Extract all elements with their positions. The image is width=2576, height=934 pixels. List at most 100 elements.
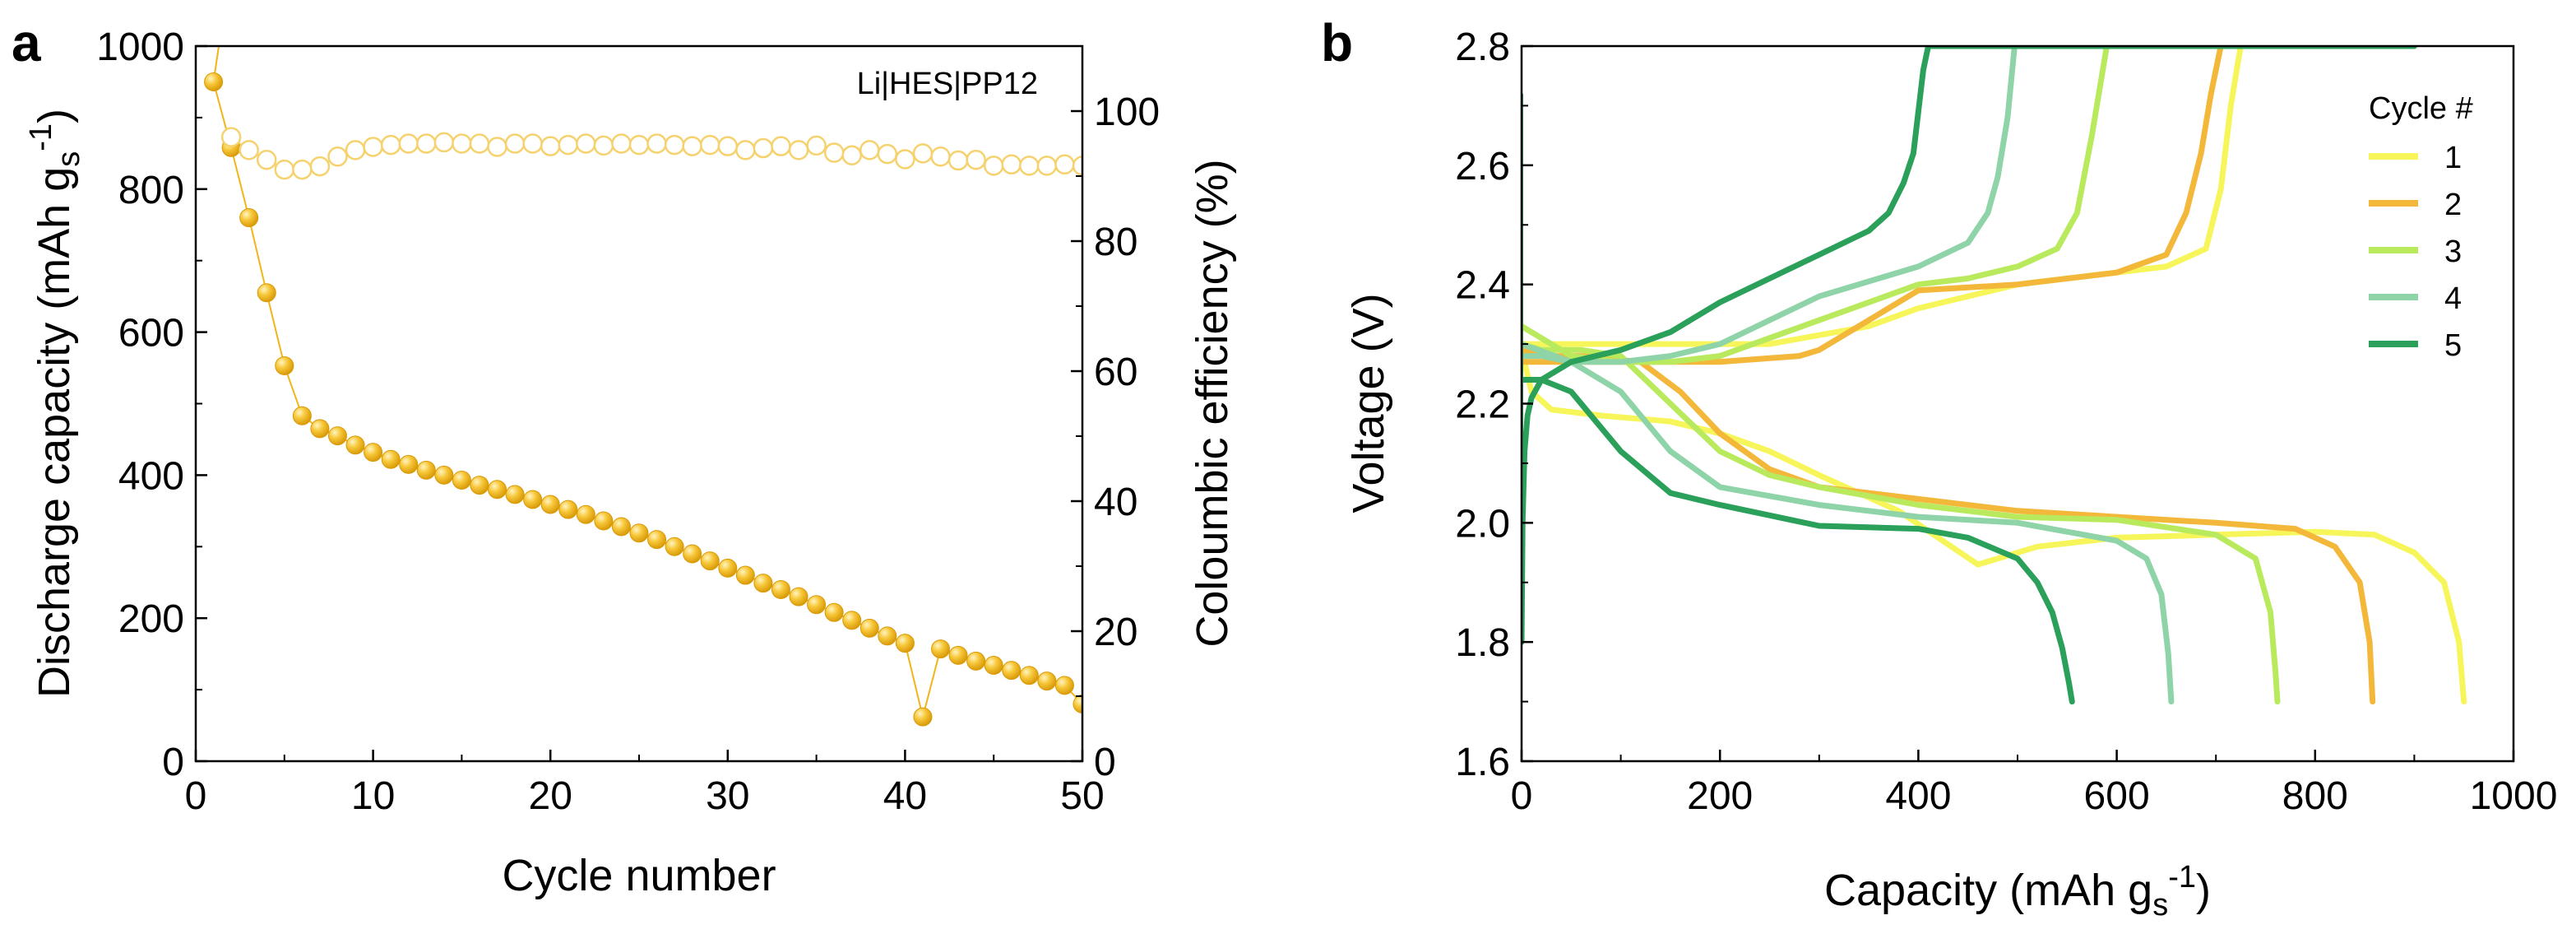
- legend-label-cycle-4: 4: [2444, 281, 2462, 316]
- a-right-tick-label: 40: [1094, 481, 1137, 524]
- efficiency-point: [1019, 156, 1040, 176]
- efficiency-point: [823, 142, 845, 163]
- b-x-tick-label: 200: [1687, 774, 1753, 818]
- efficiency-point: [646, 133, 667, 154]
- a-x-tick-label: 0: [185, 774, 207, 818]
- panel-a-x-axis-label: Cycle number: [502, 851, 776, 900]
- capacity-point: [789, 587, 808, 606]
- panel-b-y-axis-label: Voltage (V): [1344, 293, 1393, 513]
- capacity-point: [718, 558, 738, 578]
- capacity-point: [523, 490, 543, 509]
- efficiency-point: [558, 134, 579, 156]
- a-right-tick-label: 20: [1094, 611, 1137, 654]
- b-x-tick-label: 800: [2282, 774, 2348, 818]
- capacity-point: [399, 454, 419, 474]
- a-x-tick-label: 10: [351, 774, 395, 818]
- efficiency-point: [753, 137, 774, 159]
- panel-a-annotation: Li|HES|PP12: [857, 67, 1038, 101]
- discharge-curve-cycle-5: [1522, 377, 2075, 705]
- a-x-tick-label: 50: [1060, 774, 1104, 818]
- efficiency-point: [220, 127, 242, 147]
- capacity-point: [505, 485, 525, 504]
- capacity-point: [1002, 661, 1022, 681]
- efficiency-point: [452, 133, 472, 154]
- efficiency-point: [487, 137, 507, 157]
- legend-title: Cycle #: [2369, 91, 2473, 126]
- capacity-point: [345, 435, 365, 455]
- b-y-tick-label: 2.0: [1455, 502, 1510, 546]
- capacity-point: [895, 634, 915, 653]
- a-y-tick-label: 200: [118, 597, 184, 641]
- efficiency-point: [717, 136, 739, 156]
- capacity-point: [629, 523, 649, 543]
- efficiency-point: [841, 145, 862, 165]
- efficiency-point: [806, 135, 827, 156]
- panel-a-y-label-end: ): [30, 109, 79, 123]
- capacity-point: [700, 551, 720, 571]
- panel-b-x-label-sub: s: [2152, 888, 2168, 922]
- panel-a-y-label-sup: -1: [24, 123, 58, 151]
- capacity-point: [753, 574, 773, 593]
- charge-curve-cycle-2: [1522, 46, 2417, 365]
- efficiency-point: [859, 140, 880, 160]
- capacity-point: [824, 602, 844, 622]
- a-y-tick-label: 1000: [96, 26, 184, 69]
- capacity-point: [913, 707, 933, 727]
- efficiency-point: [345, 140, 366, 160]
- efficiency-point: [398, 133, 419, 154]
- b-x-tick-label: 0: [1511, 774, 1533, 818]
- b-x-tick-label: 1000: [2470, 774, 2558, 818]
- charge-curve-cycle-1: [1522, 46, 2417, 347]
- capacity-point: [966, 651, 986, 671]
- a-x-tick-label: 40: [883, 774, 927, 818]
- efficiency-point: [664, 134, 685, 156]
- capacity-point: [647, 530, 667, 550]
- efficiency-point: [930, 146, 951, 167]
- legend-label-cycle-3: 3: [2444, 235, 2462, 269]
- b-y-tick-label: 2.6: [1455, 145, 1510, 188]
- a-right-tick-label: 80: [1094, 221, 1137, 264]
- b-y-tick-label: 1.8: [1455, 621, 1510, 665]
- capacity-point: [735, 565, 755, 585]
- efficiency-point: [1001, 154, 1022, 175]
- capacity-point: [948, 645, 968, 665]
- panel-b-legend: Cycle # 1 2 3 4 5: [2369, 91, 2473, 363]
- b-x-tick-label: 600: [2084, 774, 2150, 818]
- efficiency-point: [895, 149, 915, 170]
- efficiency-point: [469, 133, 490, 154]
- b-y-tick-label: 2.2: [1455, 383, 1510, 427]
- efficiency-point: [504, 133, 526, 154]
- discharge-curve-cycle-4: [1522, 353, 2175, 705]
- capacity-point: [470, 476, 489, 495]
- efficiency-point: [1072, 156, 1082, 176]
- capacity-point: [594, 511, 614, 531]
- capacity-point: [488, 480, 507, 500]
- capacity-point: [452, 470, 471, 490]
- efficiency-point: [540, 136, 561, 156]
- panel-b-x-axis-label: Capacity (mAh gs-1): [1824, 860, 2211, 922]
- capacity-point: [292, 406, 312, 425]
- panel-b: b 0 200 400 600 800 1000 1.6 1.8 2.0 2.2 2.4 2.6 2.8…: [1321, 13, 2557, 922]
- charge-curve-cycle-3: [1522, 46, 2417, 365]
- capacity-point: [1054, 676, 1074, 695]
- panel-a-data: [204, 46, 1082, 727]
- capacity-point: [558, 500, 578, 519]
- charge-curve-cycle-5: [1522, 46, 2417, 645]
- efficiency-point: [735, 140, 756, 160]
- b-y-tick-label: 2.4: [1455, 264, 1510, 308]
- efficiency-point: [327, 146, 348, 167]
- capacity-point: [204, 72, 224, 91]
- capacity-point: [878, 626, 897, 646]
- efficiency-point: [628, 134, 650, 156]
- efficiency-point: [380, 134, 401, 156]
- capacity-point: [683, 544, 702, 564]
- a-right-tick-label: 60: [1094, 351, 1137, 394]
- efficiency-point: [363, 137, 383, 157]
- capacity-point: [381, 449, 401, 469]
- capacity-point: [257, 283, 276, 303]
- panel-a-y-axis-label: Discharge capacity (mAh gs-1): [24, 109, 86, 698]
- efficiency-point: [699, 134, 720, 156]
- capacity-point: [931, 639, 951, 659]
- capacity-point: [665, 537, 684, 556]
- capacity-point: [275, 355, 294, 375]
